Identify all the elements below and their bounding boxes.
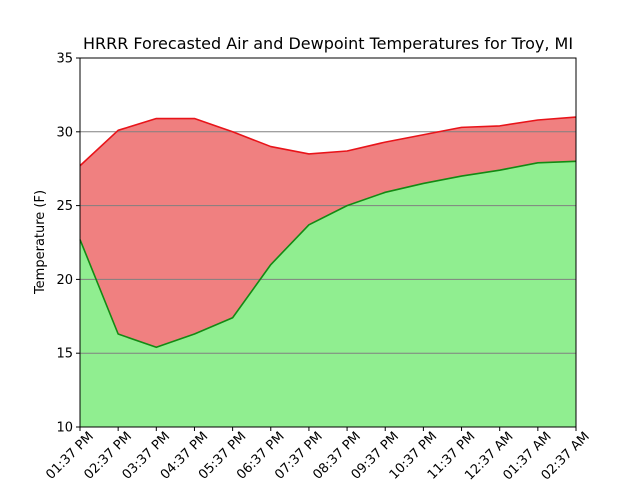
y-axis-label: Temperature (F) (33, 190, 48, 295)
series-2-line (79, 160, 577, 349)
y-tick-label: 25 (56, 199, 73, 214)
area-fills (80, 117, 576, 427)
series-1-line (79, 116, 577, 167)
y-axis-ticks: 10 15 20 25 30 35 (56, 52, 80, 436)
y-tick-label: 30 (56, 125, 73, 140)
y-tick-label: 20 (56, 273, 73, 288)
series-2-area (80, 161, 576, 427)
y-tick-label: 10 (56, 421, 73, 436)
gridlines (80, 131, 576, 354)
chart-title: HRRR Forecasted Air and Dewpoint Tempera… (83, 34, 573, 53)
series-lines (79, 116, 577, 349)
plot-frame (79, 57, 577, 428)
y-tick-label: 15 (56, 347, 73, 362)
y-tick-label: 35 (56, 52, 73, 67)
